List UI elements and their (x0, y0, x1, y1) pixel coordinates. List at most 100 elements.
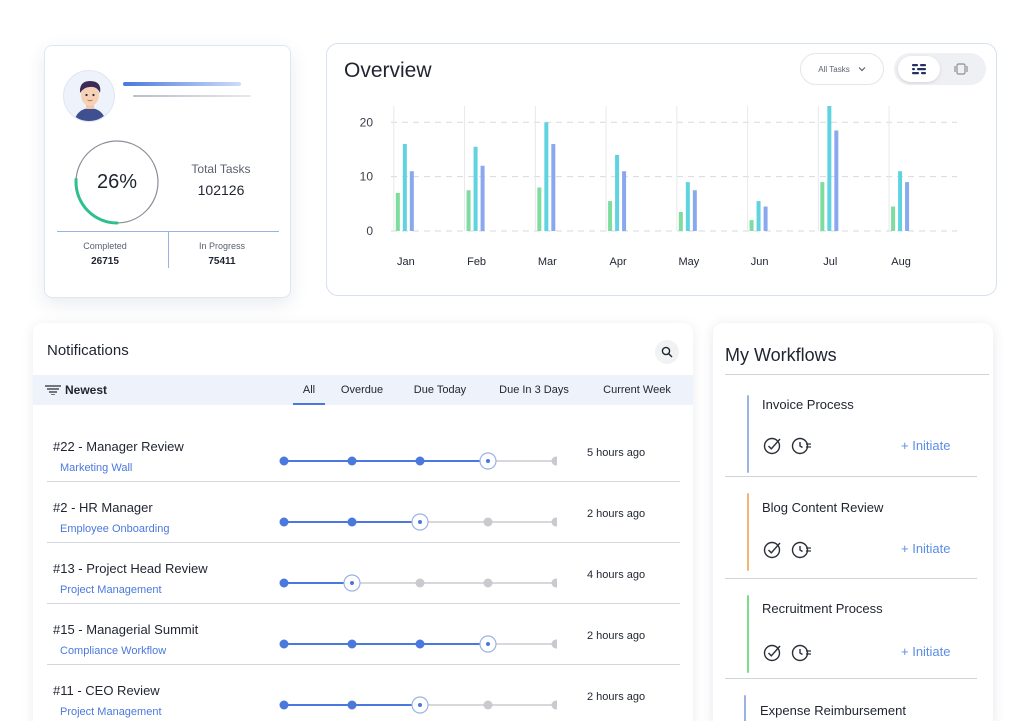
sort-icon (45, 385, 61, 395)
notification-time: 4 hours ago (587, 569, 646, 581)
notification-row[interactable]: #15 - Managerial Summit Compliance Workf… (47, 604, 680, 665)
step-progress (279, 635, 557, 653)
schedule-icon[interactable] (791, 642, 813, 662)
search-button[interactable] (655, 340, 679, 364)
tab-due-today[interactable]: Due Today (413, 384, 467, 396)
step-dot (279, 578, 289, 588)
step-dot (279, 700, 289, 710)
step-dot (483, 578, 493, 588)
workflow-link[interactable]: Compliance Workflow (60, 645, 167, 657)
chart-bar (466, 190, 471, 231)
check-clock-icon[interactable] (763, 435, 785, 455)
workflow-item (725, 375, 977, 477)
step-dot (483, 700, 493, 710)
notification-row[interactable]: #11 - CEO Review Project Management 2 ho… (47, 665, 680, 721)
user-role-placeholder (133, 95, 251, 97)
y-tick-label: 20 (360, 115, 374, 129)
workflow-item (725, 577, 977, 679)
notification-row[interactable]: #2 - HR Manager Employee Onboarding 2 ho… (47, 482, 680, 543)
tab-due-in-3-days[interactable]: Due In 3 Days (499, 384, 569, 396)
card-view-button[interactable] (940, 56, 982, 82)
initiate-button[interactable]: + Initiate (901, 541, 951, 556)
chevron-down-icon (858, 67, 866, 72)
workflow-link[interactable]: Marketing Wall (60, 462, 133, 474)
notification-time: 5 hours ago (587, 447, 646, 459)
completion-ring (74, 139, 160, 225)
step-dot (415, 578, 425, 588)
completion-percent: 26% (96, 170, 138, 193)
workflow-name: Expense Reimbursement (760, 703, 906, 718)
divider (57, 231, 279, 232)
notifications-title: Notifications (47, 342, 129, 359)
chart-bar (480, 165, 485, 231)
task-filter-select[interactable]: All Tasks (800, 53, 884, 85)
chart-bar (692, 190, 697, 231)
tab-current-week[interactable]: Current Week (603, 384, 671, 396)
notification-row[interactable]: #22 - Manager Review Marketing Wall 5 ho… (47, 421, 680, 482)
workflow-accent-bar (747, 595, 749, 673)
x-tick-label: Jan (397, 256, 415, 268)
step-dot (279, 517, 289, 527)
workflow-link[interactable]: Project Management (60, 706, 162, 718)
notification-title: #22 - Manager Review (53, 439, 184, 454)
notification-time: 2 hours ago (587, 508, 646, 520)
check-clock-icon[interactable] (763, 539, 785, 559)
x-tick-label: Apr (610, 256, 627, 268)
completed-value: 26715 (91, 256, 119, 267)
card-view-icon (954, 63, 968, 75)
list-view-icon (912, 64, 926, 75)
step-dot (415, 639, 425, 649)
workflow-accent-bar (744, 695, 746, 721)
step-dot (347, 456, 357, 466)
step-progress (279, 696, 557, 714)
step-dot (551, 639, 557, 649)
notifications-panel: Notifications Newest All Overdue Due Tod… (33, 323, 693, 721)
chart-bar (402, 144, 407, 231)
check-clock-icon[interactable] (763, 642, 785, 662)
chart-bar (473, 146, 478, 231)
current-step-dot (350, 581, 354, 585)
x-tick-label: Mar (538, 256, 557, 268)
step-dot (551, 700, 557, 710)
chart-bar (622, 171, 627, 231)
initiate-button[interactable]: + Initiate (901, 644, 951, 659)
chart-bar (905, 182, 910, 231)
notification-title: #15 - Managerial Summit (53, 622, 199, 637)
notification-time: 2 hours ago (587, 691, 646, 703)
notification-title: #11 - CEO Review (53, 683, 160, 698)
user-avatar[interactable] (63, 70, 115, 122)
total-tasks-label: Total Tasks (191, 162, 251, 176)
chart-bar (608, 201, 613, 231)
workflow-actions (763, 435, 813, 455)
step-dot (415, 456, 425, 466)
step-dot (551, 456, 557, 466)
tab-overdue[interactable]: Overdue (340, 384, 384, 396)
step-progress (279, 452, 557, 470)
step-dot (347, 639, 357, 649)
y-tick-label: 0 (366, 224, 373, 238)
step-dot (551, 578, 557, 588)
current-step-dot (486, 642, 490, 646)
notification-row[interactable]: #13 - Project Head Review Project Manage… (47, 543, 680, 604)
workflow-actions (763, 539, 813, 559)
chart-bar (898, 171, 903, 231)
schedule-icon[interactable] (791, 539, 813, 559)
schedule-icon[interactable] (791, 435, 813, 455)
step-dot (347, 517, 357, 527)
x-tick-label: Jun (751, 256, 769, 268)
chart-bar (749, 220, 754, 231)
chart-bar (891, 206, 896, 231)
list-view-button[interactable] (898, 56, 940, 82)
completed-label: Completed (83, 241, 127, 251)
tab-all[interactable]: All (293, 375, 325, 405)
step-dot (347, 700, 357, 710)
current-step-dot (486, 459, 490, 463)
sort-dropdown[interactable]: Newest (45, 375, 107, 405)
step-progress (279, 574, 557, 592)
initiate-button[interactable]: + Initiate (901, 438, 951, 453)
x-tick-label: Aug (891, 256, 911, 268)
workflow-link[interactable]: Employee Onboarding (60, 523, 170, 535)
workflow-accent-bar (747, 395, 749, 473)
workflow-link[interactable]: Project Management (60, 584, 162, 596)
workflow-actions (763, 642, 813, 662)
